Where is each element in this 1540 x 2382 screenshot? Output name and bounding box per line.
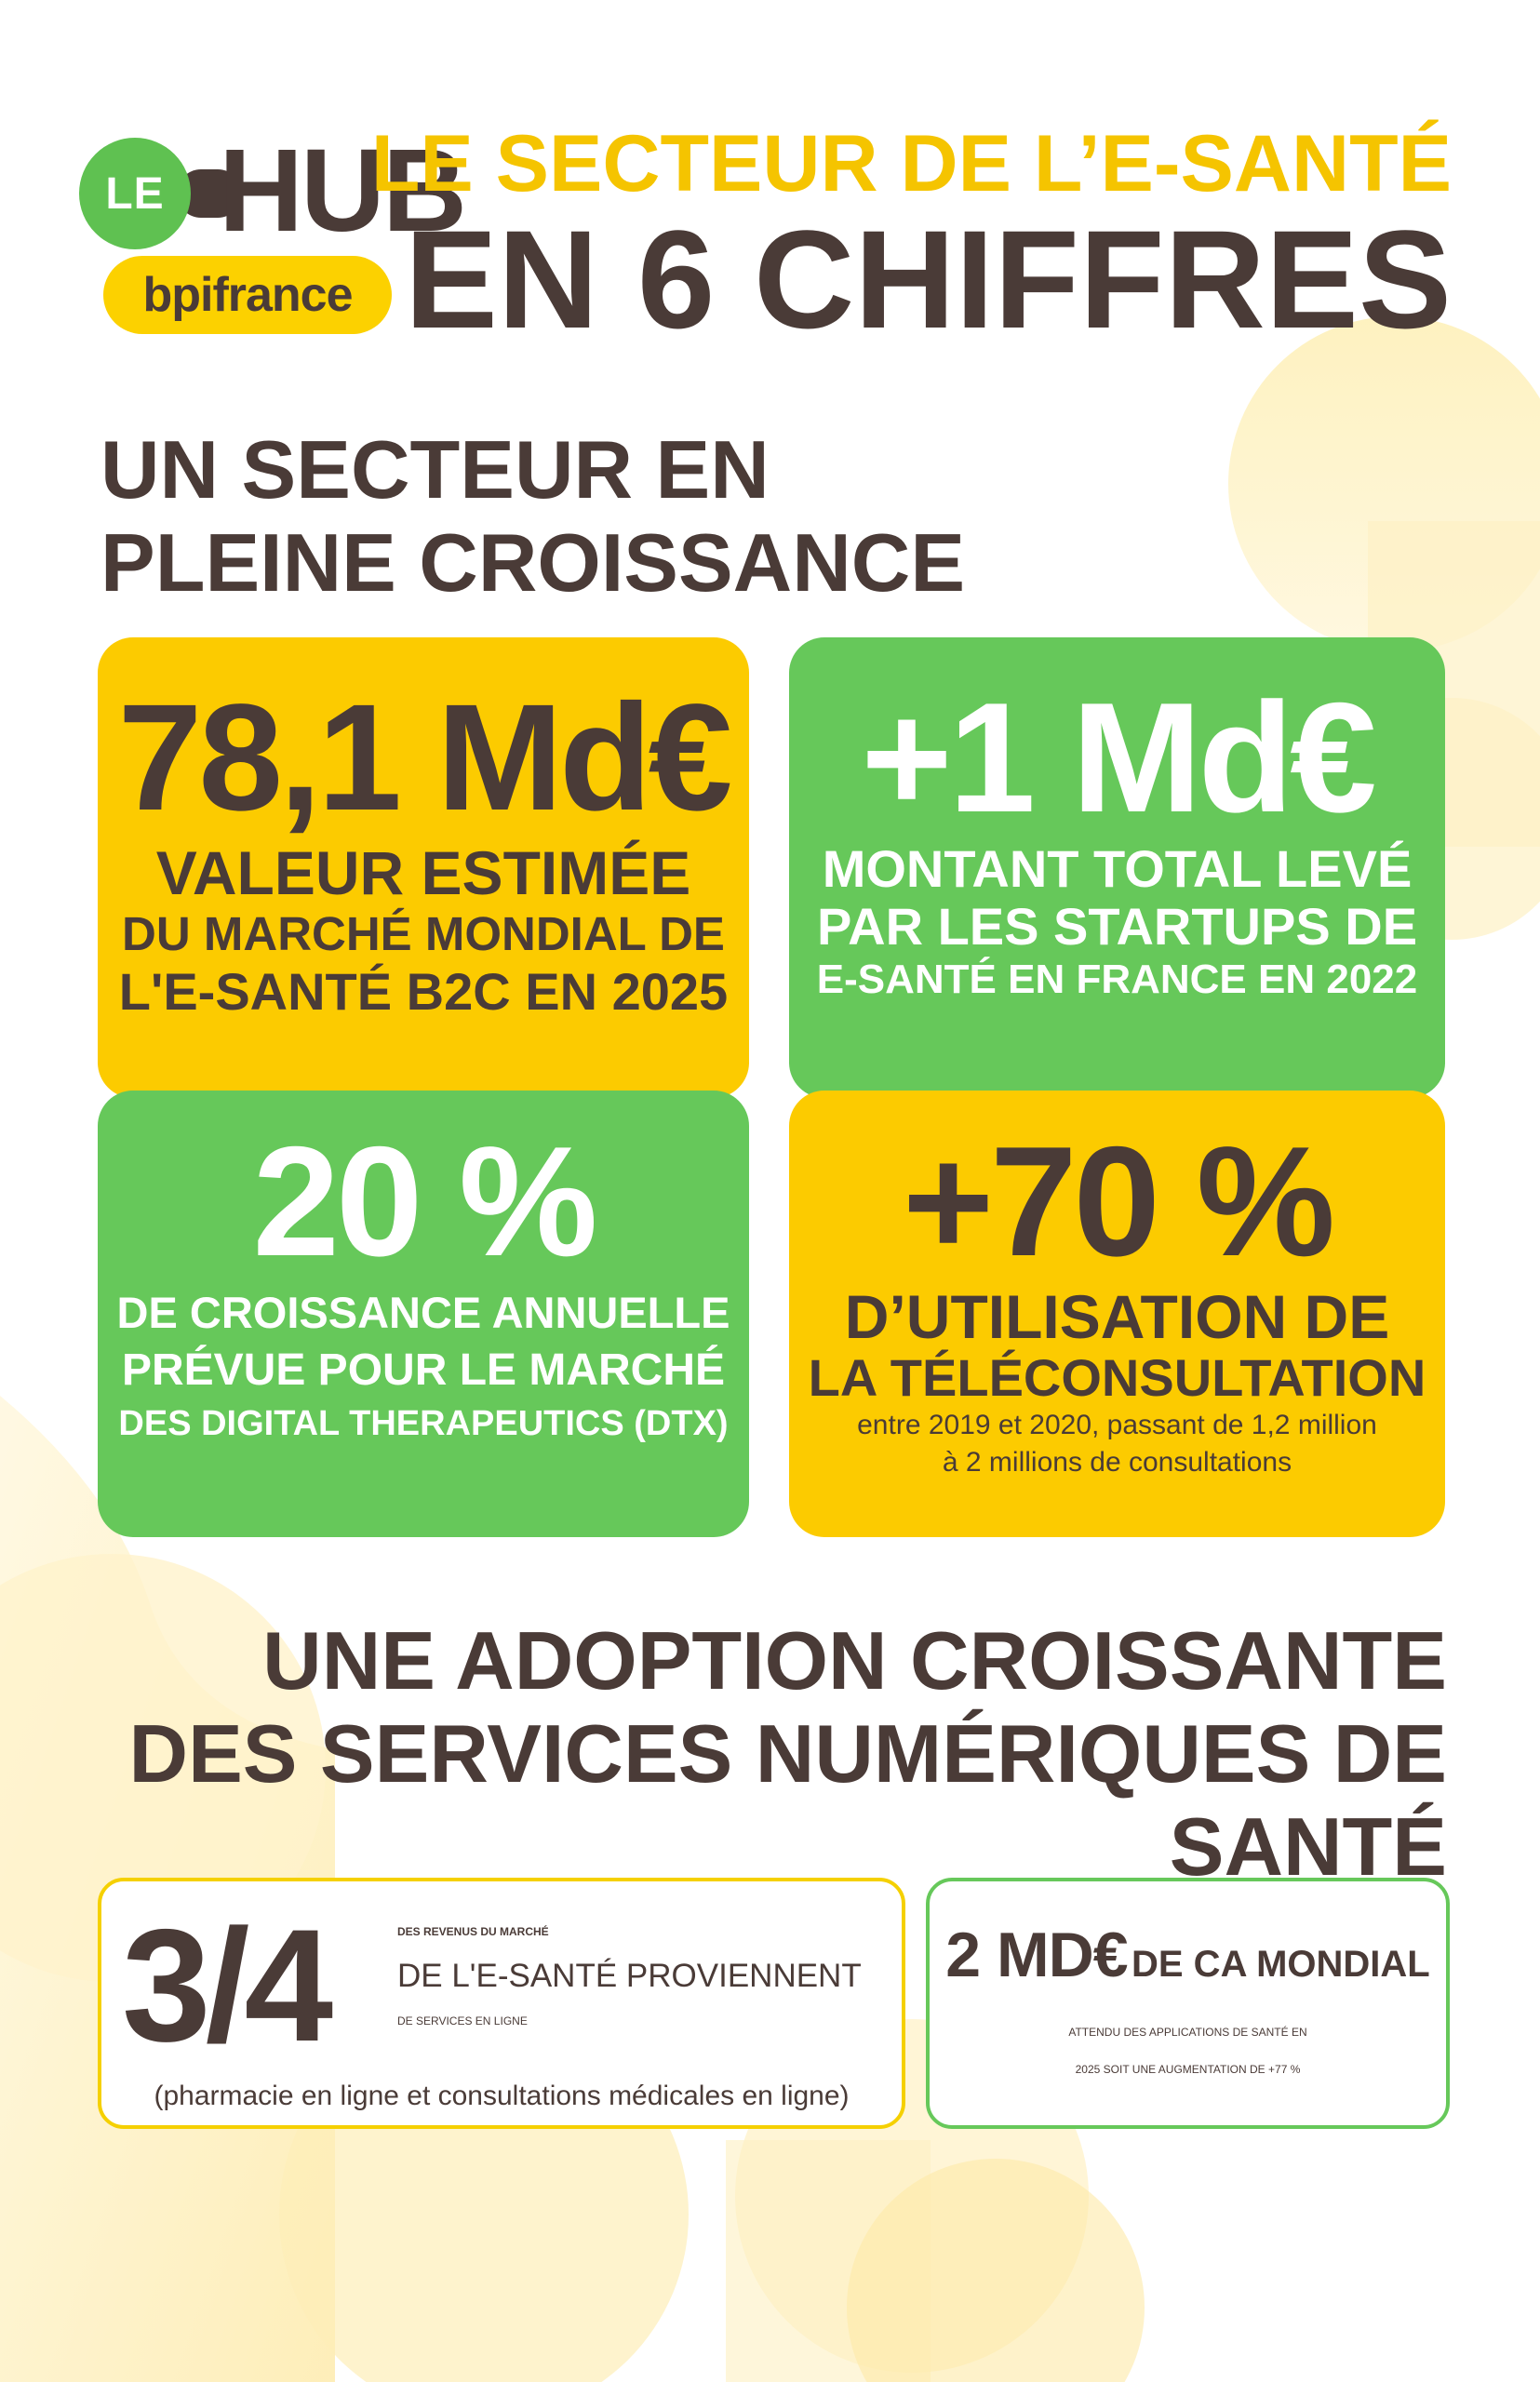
stat-box-line3: DE SERVICES EN LIGNE — [397, 2014, 528, 2027]
section-heading-growth: UN SECTEUR EN PLEINE CROISSANCE — [100, 423, 966, 609]
title-main: EN 6 CHIFFRES — [404, 201, 1452, 357]
stat-label-line3: E-SANTÉ EN FRANCE EN 2022 — [816, 957, 1418, 1002]
stat-label-line1: MONTANT TOTAL LEVÉ — [822, 839, 1413, 898]
title-top: LE SECTEUR DE L’E-SANTÉ — [370, 119, 1452, 208]
stat-note-line1: entre 2019 et 2020, passant de 1,2 milli… — [857, 1410, 1377, 1440]
le-hub-bpifrance-logo: LE HUB bpifrance — [79, 121, 467, 335]
stat-box-headline: 2 MD€ DE CA MONDIAL — [930, 1919, 1446, 1991]
stat-card-market-value: 78,1 Md€ VALEUR ESTIMÉE DU MARCHÉ MONDIA… — [98, 637, 749, 1098]
stat-fraction: 3/4 — [122, 1896, 333, 2075]
stat-label-line1: VALEUR ESTIMÉE — [155, 838, 691, 907]
stat-card-annual-growth: 20 % DE CROISSANCE ANNUELLE PRÉVUE POUR … — [98, 1091, 749, 1537]
logo-bpifrance-pill: bpifrance — [103, 256, 392, 334]
stat-label-line2: PRÉVUE POUR LE MARCHÉ — [121, 1345, 726, 1395]
stat-label-line1: DE CROISSANCE ANNUELLE — [116, 1288, 730, 1337]
stat-card-funds-raised: +1 Md€ MONTANT TOTAL LEVÉ PAR LES STARTU… — [789, 637, 1445, 1098]
stat-label-line3: DES DIGITAL THERAPEUTICS (DTX) — [118, 1404, 729, 1443]
stat-label-line2: PAR LES STARTUPS DE — [816, 897, 1418, 956]
stat-box-health-apps: 2 MD€ DE CA MONDIAL ATTENDU DES APPLICAT… — [926, 1878, 1450, 2129]
stat-note-line2: à 2 millions de consultations — [942, 1447, 1292, 1478]
stat-box-value: 2 MD€ — [945, 1920, 1128, 1990]
logo-hub-text: HUB — [219, 125, 467, 256]
stat-label-line2: LA TÉLÉCONSULTATION — [808, 1348, 1426, 1407]
stat-box-value-label: DE CA MONDIAL — [1132, 1944, 1430, 1985]
stat-value: +1 Md€ — [861, 670, 1376, 845]
stat-value: 20 % — [252, 1114, 598, 1289]
stat-box-sub-line1: ATTENDU DES APPLICATIONS DE SANTÉ EN — [1068, 2026, 1307, 2039]
stat-card-teleconsultation: +70 % D’UTILISATION DE LA TÉLÉCONSULTATI… — [789, 1091, 1445, 1537]
stat-value: 78,1 Md€ — [117, 672, 733, 842]
section-heading-adoption: UNE ADOPTION CROISSANTE DES SERVICES NUM… — [128, 1614, 1447, 1893]
stat-box-sub-line2: 2025 SOIT UNE AUGMENTATION DE +77 % — [1075, 2063, 1301, 2076]
stat-label-line1: D’UTILISATION DE — [844, 1282, 1390, 1351]
stat-label-line3: L'E-SANTÉ B2C EN 2025 — [118, 962, 729, 1021]
stat-box-line1: DES REVENUS DU MARCHÉ — [397, 1925, 549, 1938]
stat-box-subtext: ATTENDU DES APPLICATIONS DE SANTÉ EN 202… — [930, 2014, 1446, 2088]
stat-value: +70 % — [902, 1114, 1335, 1289]
logo-le-circle: LE — [79, 138, 191, 249]
stat-box-text: DES REVENUS DU MARCHÉ DE L'E-SANTÉ PROVI… — [397, 1909, 862, 2043]
stat-box-online-revenue: 3/4 DES REVENUS DU MARCHÉ DE L'E-SANTÉ P… — [98, 1878, 905, 2129]
stat-box-line2: DE L'E-SANTÉ PROVIENNENT — [397, 1958, 862, 1994]
stat-label-line2: DU MARCHÉ MONDIAL DE — [122, 907, 725, 960]
stat-box-note: (pharmacie en ligne et consultations méd… — [154, 2081, 850, 2111]
